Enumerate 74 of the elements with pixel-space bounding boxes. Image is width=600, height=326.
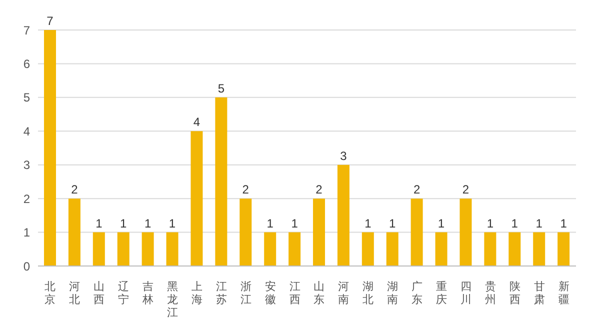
x-tick-label: 河北: [69, 280, 80, 306]
bar: [68, 198, 80, 266]
data-label: 7: [46, 14, 54, 28]
bar: [142, 232, 154, 266]
data-label: 1: [96, 216, 103, 230]
data-label: 1: [536, 216, 543, 230]
x-tick-label: 四川: [460, 280, 472, 306]
x-tick-label: 广东: [412, 280, 423, 306]
bar: [190, 131, 203, 266]
data-label: 1: [168, 216, 176, 230]
x-tick-label: 辽宁: [118, 280, 130, 306]
data-label: 4: [193, 115, 200, 130]
data-label: 5: [218, 81, 225, 96]
y-tick-label: 2: [23, 192, 30, 206]
y-tick-label: 4: [23, 124, 30, 138]
x-tick-label: 湖南: [387, 280, 398, 306]
bar: [166, 232, 178, 266]
x-tick-label: 湖北: [362, 280, 374, 306]
bar: [362, 232, 374, 266]
x-tick-label: 江西: [289, 280, 300, 306]
bar: [460, 198, 472, 266]
bar: [533, 232, 546, 266]
bar: [508, 232, 521, 266]
data-label: 2: [413, 182, 420, 197]
bar: [215, 97, 228, 266]
y-tick-label: 7: [23, 23, 30, 38]
x-tick-label: 安徽: [264, 280, 276, 306]
x-tick-label: 吉林: [142, 280, 154, 306]
data-label: 2: [71, 182, 78, 197]
bar: [240, 198, 252, 266]
data-label: 1: [389, 216, 396, 230]
x-tick-label: 北京: [44, 280, 56, 306]
data-label: 1: [144, 216, 152, 230]
bar: [410, 198, 423, 266]
bar: [386, 232, 398, 266]
bar: [484, 232, 496, 266]
data-label: 1: [511, 216, 518, 230]
x-tick-label: 江苏: [216, 280, 227, 306]
y-tick-label: 3: [23, 158, 30, 172]
data-label: 2: [462, 182, 470, 197]
x-tick-label: 山东: [314, 280, 325, 306]
data-label: 1: [438, 216, 445, 230]
data-label: 1: [120, 216, 128, 230]
bar: [313, 198, 325, 266]
data-label: 1: [486, 216, 494, 230]
x-tick-label: 贵州: [484, 280, 496, 306]
data-label: 3: [340, 148, 348, 163]
x-tick-label: 山西: [94, 280, 105, 306]
y-tick-label: 6: [23, 56, 30, 71]
x-tick-label: 陕西: [509, 280, 520, 306]
y-tick-label: 0: [23, 259, 30, 274]
data-label: 1: [266, 216, 274, 230]
bar: [117, 232, 130, 266]
bar: [264, 232, 276, 266]
data-label: 1: [364, 216, 372, 230]
bar: [337, 164, 350, 266]
bar: [558, 232, 570, 266]
data-label: 2: [316, 182, 323, 197]
bar: [44, 30, 56, 266]
bar: [288, 232, 301, 266]
x-tick-label: 浙江: [240, 280, 252, 306]
data-label: 1: [560, 216, 568, 230]
bar: [435, 232, 448, 266]
x-tick-label: 上海: [191, 280, 202, 306]
x-tick-label: 黑龙江: [167, 280, 178, 319]
x-tick-label: 河南: [338, 280, 350, 306]
x-tick-label: 重庆: [436, 280, 447, 306]
x-tick-label: 甘肃: [534, 280, 545, 306]
x-tick-label: 新疆: [558, 280, 570, 306]
y-tick-label: 5: [23, 90, 30, 105]
data-label: 2: [242, 182, 250, 197]
y-tick-label: 1: [23, 226, 30, 240]
bar: [92, 232, 105, 266]
data-label: 1: [291, 216, 298, 230]
